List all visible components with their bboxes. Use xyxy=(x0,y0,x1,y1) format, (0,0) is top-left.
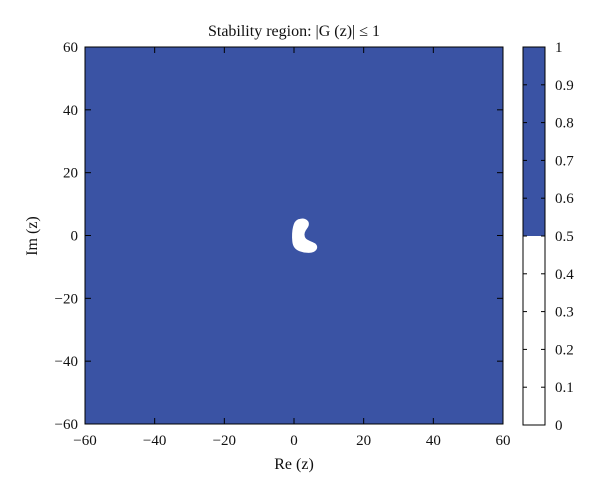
colorbar-tick-label: 0 xyxy=(555,418,563,434)
colorbar-tick-label: 0.3 xyxy=(555,305,574,321)
colorbar-high-band xyxy=(523,47,545,236)
colorbar-ticks: 0 0.1 0.2 0.3 0.4 0.5 0.6 0.7 0.8 0.9 1 xyxy=(523,40,574,434)
colorbar-tick-label: 0.2 xyxy=(555,342,574,358)
colorbar-tick-label: 0.5 xyxy=(555,229,574,245)
x-tick-label: 60 xyxy=(496,433,511,449)
y-tick-label: 40 xyxy=(63,103,78,119)
colorbar-tick-label: 0.9 xyxy=(555,78,574,94)
y-tick-label: 0 xyxy=(71,229,79,245)
colorbar-tick-label: 0.1 xyxy=(555,380,574,396)
y-tick-label: 20 xyxy=(63,166,78,182)
colorbar-tick-label: 1 xyxy=(555,40,563,56)
x-tick-label: −60 xyxy=(73,433,96,449)
colorbar-tick-label: 0.6 xyxy=(555,191,574,207)
y-axis-label: Im (z) xyxy=(24,216,41,256)
colorbar-low-band xyxy=(523,236,545,425)
x-tick-label: 0 xyxy=(290,433,298,449)
y-tick-label: −60 xyxy=(55,417,78,433)
y-axis-ticks: −60 −40 −20 0 20 40 60 xyxy=(55,40,503,433)
x-axis-ticks: −60 −40 −20 0 20 40 60 xyxy=(73,47,511,449)
unstable-region xyxy=(292,218,318,253)
x-tick-label: 20 xyxy=(356,433,371,449)
colorbar-tick-label: 0.8 xyxy=(555,116,574,132)
chart-title: Stability region: |G (z)| ≤ 1 xyxy=(208,23,380,40)
y-tick-label: 60 xyxy=(63,40,78,56)
x-tick-label: −40 xyxy=(143,433,166,449)
colorbar: 0 0.1 0.2 0.3 0.4 0.5 0.6 0.7 0.8 0.9 1 xyxy=(522,40,574,434)
colorbar-tick-label: 0.4 xyxy=(555,267,574,283)
y-tick-label: −20 xyxy=(55,291,78,307)
colorbar-tick-label: 0.7 xyxy=(555,153,574,169)
y-tick-label: −40 xyxy=(55,354,78,370)
x-tick-label: 40 xyxy=(426,433,441,449)
x-axis-label: Re (z) xyxy=(274,456,314,473)
x-tick-label: −20 xyxy=(213,433,236,449)
